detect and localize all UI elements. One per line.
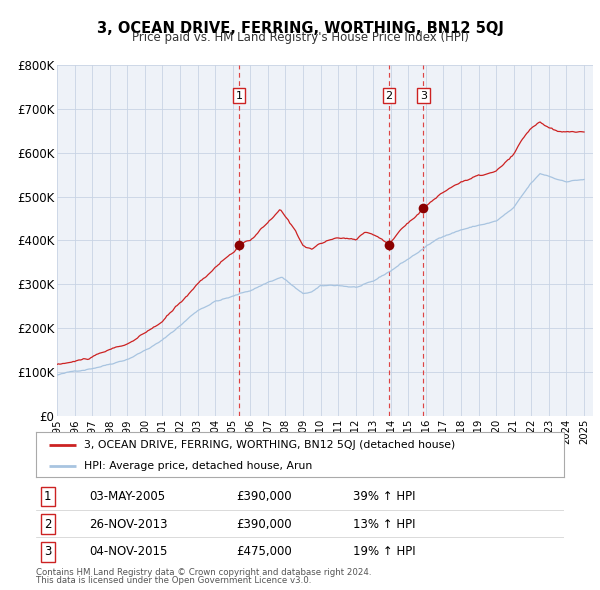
- Text: 3: 3: [44, 545, 52, 558]
- Text: 03-MAY-2005: 03-MAY-2005: [89, 490, 165, 503]
- Text: £390,000: £390,000: [236, 490, 292, 503]
- Text: £475,000: £475,000: [236, 545, 292, 558]
- Text: 04-NOV-2015: 04-NOV-2015: [89, 545, 167, 558]
- Text: HPI: Average price, detached house, Arun: HPI: Average price, detached house, Arun: [83, 461, 312, 471]
- Text: £390,000: £390,000: [236, 517, 292, 530]
- Text: Price paid vs. HM Land Registry's House Price Index (HPI): Price paid vs. HM Land Registry's House …: [131, 31, 469, 44]
- Text: 1: 1: [44, 490, 52, 503]
- Text: 26-NOV-2013: 26-NOV-2013: [89, 517, 167, 530]
- Text: 3, OCEAN DRIVE, FERRING, WORTHING, BN12 5QJ: 3, OCEAN DRIVE, FERRING, WORTHING, BN12 …: [97, 21, 503, 35]
- Text: 3: 3: [420, 91, 427, 101]
- Text: 19% ↑ HPI: 19% ↑ HPI: [353, 545, 415, 558]
- Text: Contains HM Land Registry data © Crown copyright and database right 2024.: Contains HM Land Registry data © Crown c…: [36, 568, 371, 576]
- Text: 39% ↑ HPI: 39% ↑ HPI: [353, 490, 415, 503]
- Text: 1: 1: [236, 91, 242, 101]
- Text: 2: 2: [385, 91, 392, 101]
- Text: 3, OCEAN DRIVE, FERRING, WORTHING, BN12 5QJ (detached house): 3, OCEAN DRIVE, FERRING, WORTHING, BN12 …: [83, 440, 455, 450]
- Text: 13% ↑ HPI: 13% ↑ HPI: [353, 517, 415, 530]
- Text: This data is licensed under the Open Government Licence v3.0.: This data is licensed under the Open Gov…: [36, 576, 311, 585]
- Text: 2: 2: [44, 517, 52, 530]
